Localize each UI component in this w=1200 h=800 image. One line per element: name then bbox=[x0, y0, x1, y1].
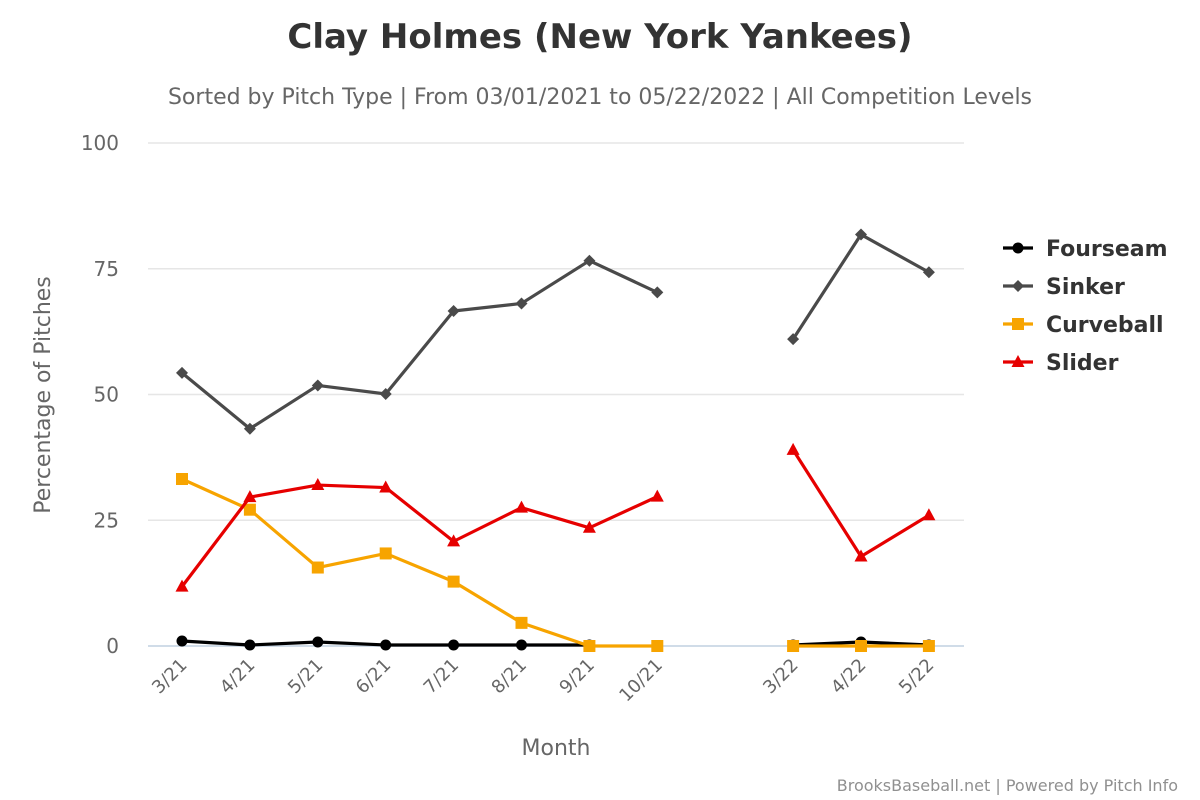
y-tick-label: 50 bbox=[94, 383, 119, 407]
series-line-slider bbox=[791, 448, 931, 559]
legend-marker-triangle bbox=[1011, 355, 1025, 367]
data-point-sinker bbox=[243, 422, 256, 435]
series-line-slider bbox=[180, 483, 659, 589]
data-point-sinker bbox=[515, 297, 528, 310]
y-axis-ticks: 0 25 50 75 100 bbox=[81, 131, 119, 658]
chart-subtitle: Sorted by Pitch Type | From 03/01/2021 t… bbox=[168, 85, 1032, 110]
data-point-sinker bbox=[447, 305, 460, 318]
data-point-slider bbox=[582, 520, 596, 533]
legend-marker-circle bbox=[1012, 242, 1024, 254]
x-tick-label: 3/22 bbox=[759, 655, 802, 698]
series-line-sinker bbox=[180, 259, 659, 431]
data-point-curveball bbox=[176, 473, 188, 486]
y-tick-label: 75 bbox=[94, 257, 119, 281]
y-tick-label: 25 bbox=[94, 508, 119, 532]
x-tick-label: 8/21 bbox=[488, 655, 531, 698]
data-point-sinker bbox=[651, 286, 664, 299]
data-point-curveball bbox=[515, 616, 528, 629]
legend-marker-square bbox=[1012, 318, 1024, 330]
series-curveball bbox=[176, 473, 935, 652]
data-point-sinker bbox=[787, 333, 800, 346]
data-point-curveball bbox=[311, 561, 324, 574]
data-point-fourseam bbox=[312, 636, 324, 648]
x-tick-label: 6/21 bbox=[352, 655, 395, 698]
data-point-sinker bbox=[583, 254, 596, 267]
x-tick-label: 5/22 bbox=[895, 655, 938, 698]
data-point-curveball bbox=[855, 640, 867, 652]
series-fourseam bbox=[176, 635, 935, 651]
data-point-fourseam bbox=[176, 635, 188, 647]
series-group bbox=[175, 228, 936, 652]
gridlines bbox=[148, 142, 964, 647]
chart-title: Clay Holmes (New York Yankees) bbox=[287, 17, 912, 57]
data-point-fourseam bbox=[244, 639, 256, 651]
legend-item-fourseam[interactable]: Fourseam bbox=[1003, 237, 1168, 262]
data-point-slider bbox=[447, 534, 461, 547]
data-point-slider bbox=[786, 442, 800, 455]
data-point-slider bbox=[311, 478, 325, 491]
legend-label: Curveball bbox=[1046, 313, 1164, 338]
x-axis-ticks: 3/21 4/21 5/21 6/21 7/21 8/21 9/21 10/21 3/22 4/2… bbox=[148, 655, 938, 707]
data-point-curveball bbox=[651, 640, 664, 652]
legend-label: Sinker bbox=[1046, 275, 1125, 300]
legend: Fourseam Sinker Curveball Slider bbox=[1003, 237, 1168, 376]
data-point-slider bbox=[175, 579, 189, 592]
data-point-fourseam bbox=[448, 639, 460, 651]
data-point-curveball bbox=[583, 640, 596, 652]
data-point-curveball bbox=[787, 640, 800, 652]
data-point-sinker bbox=[379, 387, 392, 400]
data-point-sinker bbox=[311, 379, 324, 392]
legend-label: Fourseam bbox=[1046, 237, 1168, 262]
series-slider bbox=[175, 442, 936, 592]
y-tick-label: 0 bbox=[106, 634, 119, 658]
series-sinker bbox=[176, 228, 935, 435]
x-tick-label: 4/22 bbox=[827, 655, 870, 698]
data-point-slider bbox=[515, 500, 528, 513]
x-tick-label: 10/21 bbox=[615, 655, 667, 707]
data-point-slider bbox=[243, 490, 257, 503]
x-axis-title: Month bbox=[522, 736, 591, 761]
series-line-curveball bbox=[180, 477, 659, 648]
data-point-sinker bbox=[176, 366, 188, 379]
legend-item-curveball[interactable]: Curveball bbox=[1003, 313, 1164, 338]
x-tick-label: 4/21 bbox=[216, 655, 259, 698]
data-point-curveball bbox=[379, 547, 392, 560]
x-tick-label: 9/21 bbox=[556, 655, 599, 698]
data-point-curveball bbox=[243, 503, 256, 516]
y-tick-label: 100 bbox=[81, 131, 119, 155]
data-point-curveball bbox=[922, 640, 935, 652]
data-point-sinker bbox=[855, 228, 867, 241]
x-tick-label: 5/21 bbox=[284, 655, 327, 698]
data-point-fourseam bbox=[380, 639, 392, 651]
data-point-slider bbox=[854, 549, 868, 562]
legend-item-slider[interactable]: Slider bbox=[1003, 351, 1119, 376]
data-point-slider bbox=[922, 508, 936, 521]
data-point-curveball bbox=[447, 575, 460, 588]
series-line-sinker bbox=[791, 232, 931, 341]
data-point-sinker bbox=[922, 266, 935, 279]
x-tick-label: 7/21 bbox=[420, 655, 463, 698]
x-tick-label: 3/21 bbox=[148, 655, 191, 698]
data-point-slider bbox=[379, 480, 393, 493]
legend-marker-diamond bbox=[1012, 280, 1024, 292]
data-point-slider bbox=[650, 489, 664, 502]
y-axis-title: Percentage of Pitches bbox=[31, 276, 56, 514]
credits-text[interactable]: BrooksBaseball.net | Powered by Pitch In… bbox=[837, 776, 1178, 795]
data-point-fourseam bbox=[516, 639, 527, 651]
legend-label: Slider bbox=[1046, 351, 1119, 376]
legend-item-sinker[interactable]: Sinker bbox=[1003, 275, 1125, 300]
